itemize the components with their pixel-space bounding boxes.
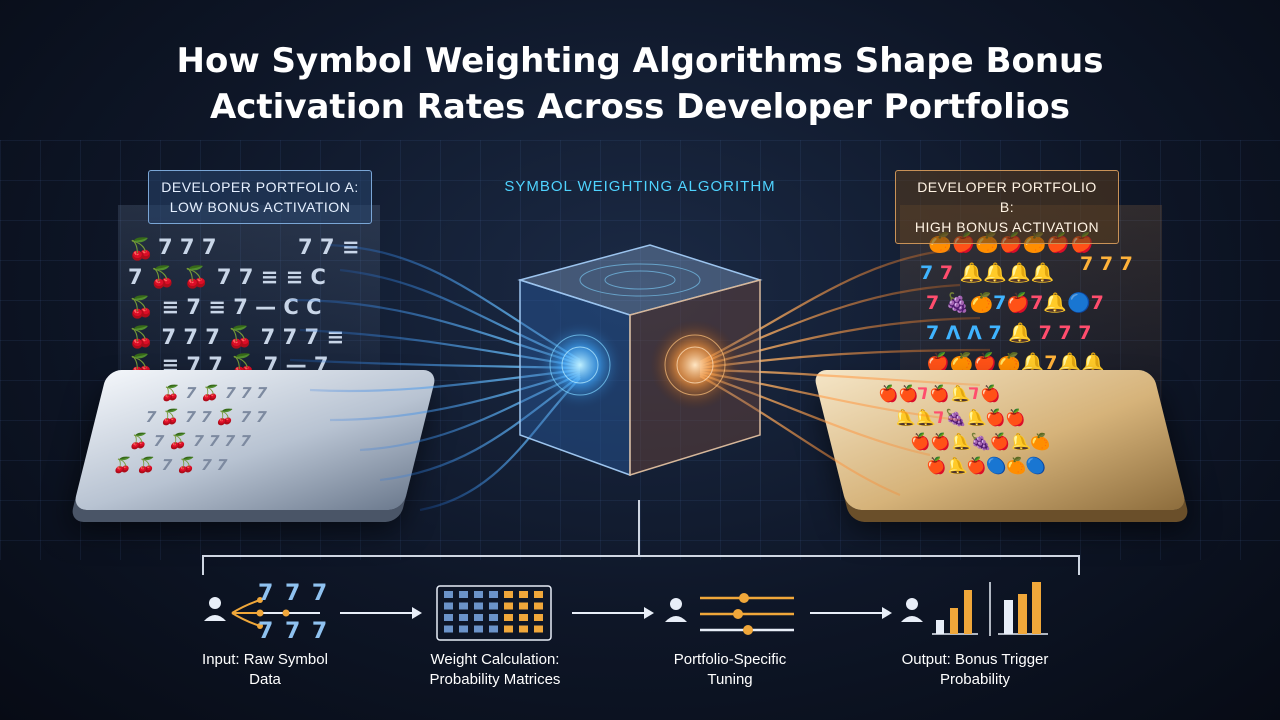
title-line-2: Activation Rates Across Developer Portfo… [209, 87, 1071, 127]
user-icon [204, 597, 226, 621]
bell-icon: 7 7 🔔🔔🔔🔔 [920, 262, 1055, 284]
title-line-1: How Symbol Weighting Algorithms Shape Bo… [176, 41, 1104, 81]
step1-line1: Input: Raw Symbol [202, 651, 328, 668]
portfolio-b-line1: DEVELOPER PORTFOLIO B: [917, 179, 1097, 215]
algorithm-cube [517, 244, 763, 477]
step4-line2: Probability [939, 671, 1011, 688]
bar-chart-icon [901, 582, 1048, 636]
matrix-cell [444, 614, 453, 621]
probability-matrix [444, 591, 543, 633]
portfolio-a-line1: DEVELOPER PORTFOLIO A: [161, 179, 359, 195]
matrix-cell [519, 614, 528, 621]
fruit-icon: 🍎🍊🍎🍊🔔7🔔🔔 [926, 352, 1105, 374]
matrix-cell [489, 614, 498, 621]
matrix-cell [519, 602, 528, 610]
arrow-3 [810, 607, 892, 619]
seven-icon: 7 7 7 [158, 235, 217, 259]
fruit-icon: 7 🍇🍊7🍎7🔔🔵7 [926, 292, 1104, 314]
matrix-cell [459, 625, 468, 633]
input-step-graphic [204, 597, 320, 629]
matrix-cell [459, 591, 468, 598]
flow-step-input: Input: Raw Symbol Data [170, 650, 360, 690]
matrix-cell [504, 602, 513, 610]
input-symbols-row2: 7 7 7 [258, 619, 330, 644]
seven-icon: 7 Λ Λ 7 🔔 7 7 7 [926, 322, 1092, 344]
matrix-cell [444, 625, 453, 633]
seven-icon: 🍒 7 7 7 🍒 7 7 7 ≡ [128, 325, 345, 349]
step3-line2: Tuning [707, 671, 753, 688]
flow-bracket [202, 555, 1080, 575]
matrix-cell [534, 625, 543, 633]
step1-line2: Data [249, 671, 281, 688]
slider-icon [665, 593, 794, 635]
matrix-cell [474, 614, 483, 621]
matrix-cell [519, 591, 528, 598]
portfolio-a-label: DEVELOPER PORTFOLIO A: LOW BONUS ACTIVAT… [148, 170, 372, 224]
page-title: How Symbol Weighting Algorithms Shape Bo… [0, 38, 1280, 130]
matrix-cell [459, 614, 468, 621]
flow-connector [638, 500, 640, 555]
portfolio-b-label: DEVELOPER PORTFOLIO B: HIGH BONUS ACTIVA… [895, 170, 1119, 244]
cherry-icon: 🍒 [128, 237, 155, 261]
matrix-cell [504, 591, 513, 598]
flow-step-output: Output: Bonus Trigger Probability [880, 650, 1070, 690]
matrix-cell [489, 625, 498, 633]
matrix-cell [459, 602, 468, 610]
step4-line1: Output: Bonus Trigger [901, 651, 1049, 668]
matrix-cell [489, 602, 498, 610]
seven-icon: 7 🍒 🍒 7 7 ≡ ≡ C [128, 265, 326, 289]
user-icon [665, 598, 687, 622]
matrix-cell [474, 602, 483, 610]
matrix-cell [504, 614, 513, 621]
step3-line1: Portfolio-Specific [673, 651, 787, 668]
seven-icon: 7 7 7 [1080, 253, 1133, 275]
step2-line2: Probability Matrices [429, 671, 561, 688]
matrix-cell [474, 591, 483, 598]
flow-step-tuning: Portfolio-Specific Tuning [640, 650, 820, 690]
matrix-cell [444, 602, 453, 610]
cube-icon [500, 240, 780, 490]
algorithm-label: SYMBOL WEIGHTING ALGORITHM [504, 178, 776, 195]
matrix-cell [534, 602, 543, 610]
bar-icon: 🍒 ≡ 7 ≡ 7 — C C [128, 295, 322, 319]
portfolio-b-line2: HIGH BONUS ACTIVATION [914, 219, 1100, 235]
arrow-2 [572, 607, 654, 619]
input-symbols-row1: 7 7 7 [258, 581, 330, 606]
matrix-cell [534, 591, 543, 598]
arrow-1 [340, 607, 422, 619]
user-icon [901, 598, 923, 622]
matrix-cell [489, 591, 498, 598]
matrix-cell [444, 591, 453, 598]
flow-step-weight: Weight Calculation: Probability Matrices [400, 650, 590, 690]
matrix-cell [504, 625, 513, 633]
step2-line1: Weight Calculation: [430, 651, 560, 668]
matrix-cell [534, 614, 543, 621]
matrix-grid-icon [436, 585, 552, 641]
matrix-cell [519, 625, 528, 633]
matrix-cell [474, 625, 483, 633]
portfolio-a-line2: LOW BONUS ACTIVATION [169, 199, 351, 215]
